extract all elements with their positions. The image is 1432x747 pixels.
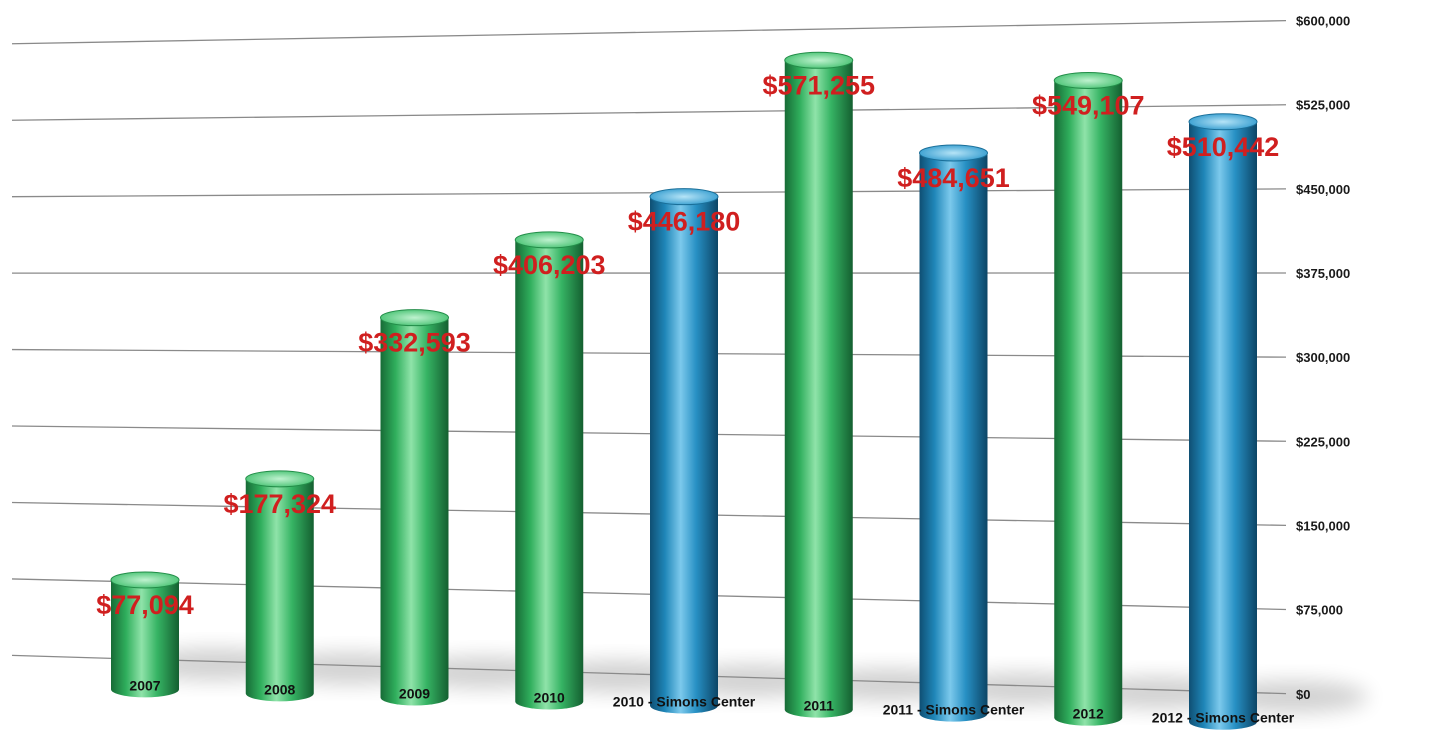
bar	[649, 188, 719, 714]
bar	[1188, 113, 1258, 730]
bar-body	[1189, 121, 1257, 730]
x-tick-label: 2009	[399, 685, 430, 701]
data-label: $406,203	[493, 250, 606, 280]
bar-body	[111, 579, 179, 698]
data-label: $332,593	[358, 328, 471, 358]
bar	[245, 470, 315, 702]
bar-body	[919, 152, 988, 722]
bar	[514, 231, 584, 710]
y-tick-label: $525,000	[1296, 98, 1350, 113]
x-tick-label: 2010 - Simons Center	[613, 694, 756, 710]
bar-top	[784, 51, 854, 69]
bar-top	[110, 571, 180, 589]
data-label: $571,255	[762, 70, 875, 100]
bar-body	[245, 478, 314, 702]
x-tick-label: 2010	[534, 689, 565, 705]
y-tick-label: $225,000	[1296, 434, 1350, 449]
x-tick-label: 2012	[1073, 706, 1104, 722]
bar	[919, 144, 988, 722]
bar	[380, 309, 449, 706]
y-tick-label: $300,000	[1296, 350, 1350, 365]
data-label: $484,651	[897, 163, 1010, 193]
y-tick-label: $75,000	[1296, 603, 1343, 618]
x-tick-label: 2008	[264, 681, 295, 697]
bar-body	[380, 317, 449, 706]
bar	[110, 571, 180, 698]
bar-body	[650, 196, 718, 714]
bar-body	[515, 239, 584, 710]
data-label: $177,324	[223, 489, 336, 519]
data-label: $510,442	[1167, 132, 1280, 162]
bar	[784, 51, 854, 718]
bar-body	[784, 60, 853, 718]
data-label: $549,107	[1032, 91, 1145, 121]
bar-top	[1188, 113, 1258, 131]
data-label: $446,180	[628, 207, 741, 237]
x-tick-label: 2007	[129, 677, 160, 693]
bar-top	[245, 470, 315, 488]
x-tick-label: 2012 - Simons Center	[1152, 710, 1295, 726]
bar-top	[919, 144, 988, 162]
bar-body	[1054, 80, 1123, 726]
x-tick-label: 2011 - Simons Center	[883, 702, 1025, 718]
bar-top	[380, 309, 449, 327]
bar-top	[514, 231, 584, 249]
y-tick-label: $375,000	[1296, 266, 1350, 281]
data-label: $77,094	[96, 590, 194, 620]
bar-top	[649, 188, 719, 206]
y-tick-label: $450,000	[1296, 182, 1350, 197]
x-tick-label: 2011	[804, 698, 835, 714]
y-tick-label: $0	[1296, 687, 1310, 702]
gridline	[11, 20, 1287, 45]
bar	[1053, 72, 1123, 726]
y-tick-label: $150,000	[1296, 519, 1350, 534]
y-tick-label: $600,000	[1296, 13, 1350, 28]
bar-top	[1053, 72, 1123, 90]
